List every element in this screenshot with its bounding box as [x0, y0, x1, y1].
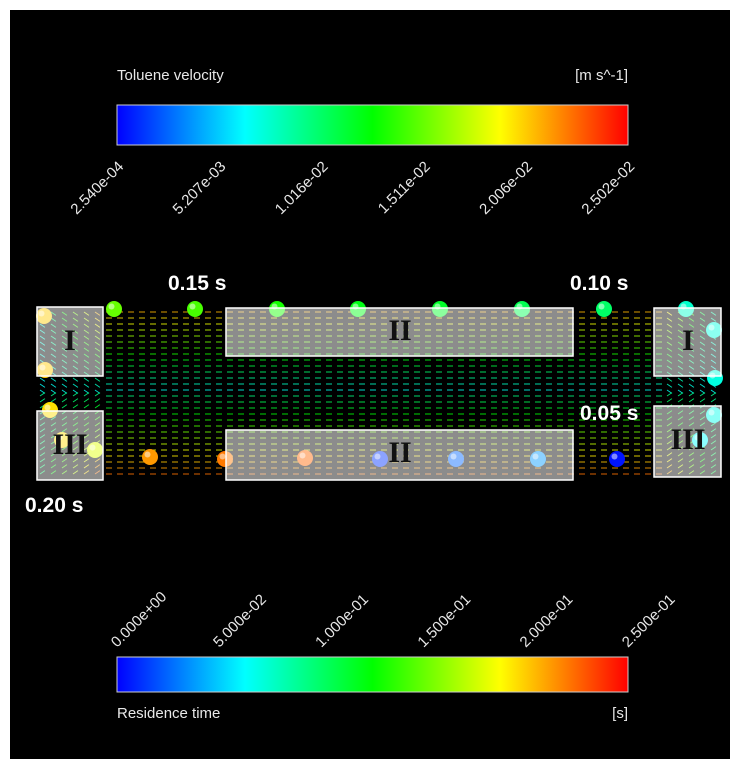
- particle: [609, 451, 625, 467]
- region-label: I: [682, 324, 694, 357]
- velocity-colorbar: [117, 105, 628, 145]
- particle: [187, 301, 203, 317]
- time-label: 0.15 s: [168, 272, 226, 295]
- region-label: I: [64, 324, 76, 357]
- residence-colorbar: [117, 657, 628, 692]
- time-label: 0.20 s: [25, 494, 83, 517]
- time-label: 0.10 s: [570, 272, 628, 295]
- region-label: II: [388, 436, 411, 469]
- particle-highlight: [220, 454, 226, 460]
- particle: [596, 301, 612, 317]
- particle-highlight: [45, 405, 51, 411]
- velocity-title: Toluene velocity: [117, 67, 224, 84]
- region-label: III: [670, 423, 705, 456]
- particle-highlight: [145, 452, 151, 458]
- particle-highlight: [612, 454, 618, 460]
- region-label: III: [52, 428, 87, 461]
- particle-highlight: [599, 304, 605, 310]
- time-label: 0.05 s: [580, 402, 638, 425]
- velocity-unit: [m s^-1]: [575, 67, 628, 84]
- residence-title: Residence time: [117, 705, 220, 722]
- particle-highlight: [190, 304, 196, 310]
- region-label: II: [388, 314, 411, 347]
- particle: [142, 449, 158, 465]
- figure: Toluene velocity [m s^-1] I II III I II …: [0, 0, 740, 769]
- residence-unit: [s]: [612, 705, 628, 722]
- particle-highlight: [109, 304, 115, 310]
- particle: [106, 301, 122, 317]
